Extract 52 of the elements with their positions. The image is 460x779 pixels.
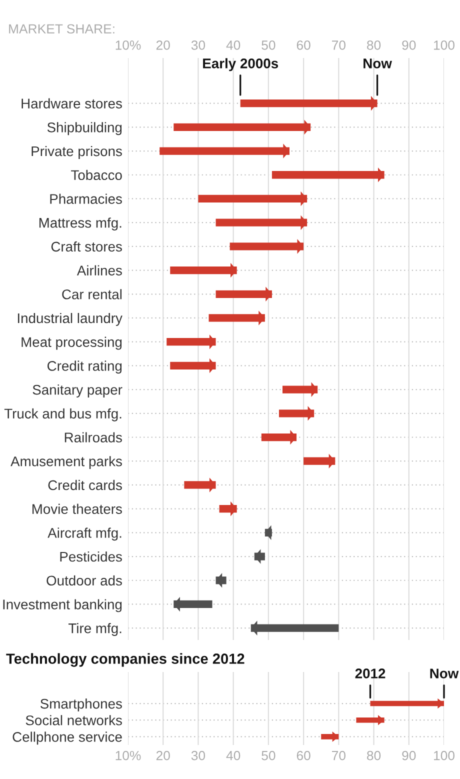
y-tick-label: Hardware stores xyxy=(22,98,122,108)
y-tick-label: Pharmacies xyxy=(50,194,122,204)
y-tick-label: Industrial laundry xyxy=(18,312,122,326)
x-tick-label: 10% xyxy=(116,40,141,50)
x-tick-label: 70 xyxy=(332,40,346,50)
annotation: 2012 xyxy=(355,668,386,678)
y-tick-label: Social networks xyxy=(26,715,122,726)
x-tick-label: 60 xyxy=(296,40,310,50)
x-tick-label: 30 xyxy=(191,750,206,760)
x-tick-label: 80 xyxy=(367,40,381,50)
y-tick-label: Private prisons xyxy=(32,146,122,159)
annotation: Now xyxy=(430,668,459,678)
x-axis-title: MARKET SHARE: xyxy=(9,24,114,34)
x-tick-label: 10% xyxy=(116,750,141,760)
y-tick-label: Car rental xyxy=(62,289,122,300)
y-tick-label: Sanitary paper xyxy=(32,384,122,398)
x-tick-label: 100 xyxy=(434,40,454,50)
y-tick-label: Tire mfg. xyxy=(68,623,122,636)
annotation: Early 2000s xyxy=(203,58,278,72)
y-tick-label: Tobacco xyxy=(71,170,122,180)
y-tick-label: Smartphones xyxy=(40,698,122,712)
y-tick-label: Credit cards xyxy=(48,480,122,490)
y-tick-label: Movie theaters xyxy=(32,504,122,514)
y-tick-label: Amusement parks xyxy=(10,456,122,470)
y-tick-label: Outdoor ads xyxy=(46,575,122,586)
y-tick-label: Mattress mfg. xyxy=(39,218,122,230)
x-tick-label: 70 xyxy=(332,750,346,760)
x-tick-label: 80 xyxy=(367,750,381,760)
y-tick-label: Shipbuilding xyxy=(47,122,122,136)
y-tick-label: Cellphone service xyxy=(12,732,122,745)
x-tick-label: 100 xyxy=(434,750,454,760)
y-tick-label: Pesticides xyxy=(60,551,122,562)
y-tick-label: Credit rating xyxy=(48,360,122,374)
x-tick-label: 30 xyxy=(191,40,206,50)
y-tick-label: Truck and bus mfg. xyxy=(4,408,122,422)
chart-title: Technology companies since 2012 xyxy=(6,653,244,667)
x-tick-label: 50 xyxy=(262,40,276,50)
x-tick-label: 60 xyxy=(296,750,310,760)
y-tick-label: Investment banking xyxy=(3,599,122,612)
x-tick-label: 40 xyxy=(226,40,240,50)
x-tick-label: 50 xyxy=(262,750,276,760)
y-tick-label: Craft stores xyxy=(51,241,122,252)
x-tick-label: 20 xyxy=(156,750,170,760)
y-tick-label: Railroads xyxy=(64,432,122,442)
y-tick-label: Airlines xyxy=(76,265,122,276)
annotation: Now xyxy=(364,58,392,68)
x-tick-label: 90 xyxy=(402,40,416,50)
y-tick-label: Aircraft mfg. xyxy=(48,528,122,541)
x-tick-label: 20 xyxy=(156,40,170,50)
x-tick-label: 40 xyxy=(226,750,240,760)
y-tick-label: Meat processing xyxy=(22,336,122,350)
x-tick-label: 90 xyxy=(402,750,416,760)
